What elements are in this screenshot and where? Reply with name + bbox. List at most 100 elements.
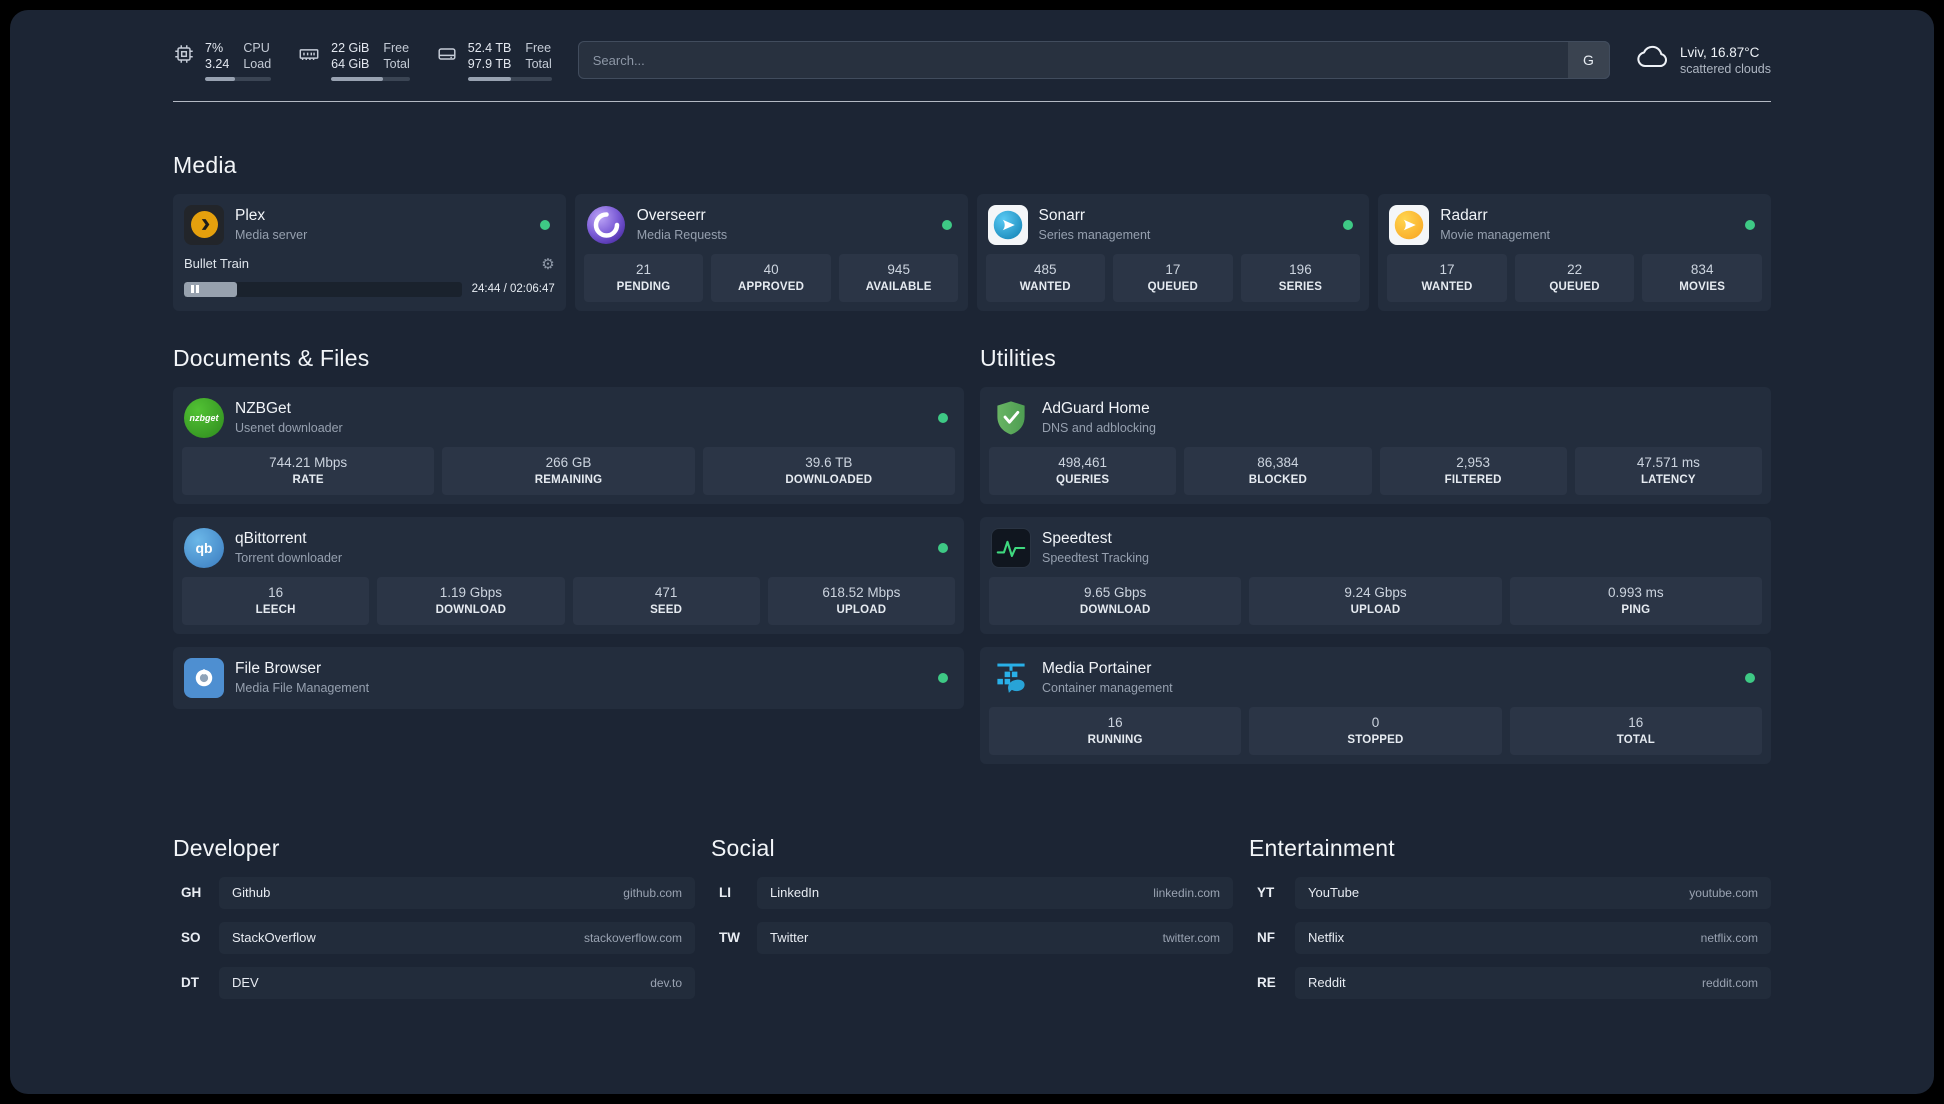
stat-value: 498,461 xyxy=(1058,454,1108,470)
playback-progress-bar[interactable] xyxy=(184,281,462,297)
bookmark-abbr: TW xyxy=(719,930,740,945)
memory-progress-bar xyxy=(331,76,410,81)
stat-label: MOVIES xyxy=(1679,280,1726,293)
stat-label: SEED xyxy=(650,603,683,616)
memory-free-value: 22 GiB xyxy=(331,41,370,55)
stat-label: FILTERED xyxy=(1444,473,1502,486)
playback-time: 24:44 / 02:06:47 xyxy=(471,283,555,295)
service-card-plex[interactable]: Plex Media server Bullet Train ⚙ xyxy=(173,193,566,311)
stat-label: LATENCY xyxy=(1640,473,1696,486)
service-description: Media server xyxy=(235,228,308,242)
service-card-overseerr[interactable]: Overseerr Media Requests 21 PENDING 40 A… xyxy=(574,193,968,311)
bookmark-dev[interactable]: DT DEV dev.to xyxy=(173,966,695,999)
service-name: Media Portainer xyxy=(1042,660,1152,677)
bookmark-pill[interactable]: Netflix netflix.com xyxy=(1295,921,1771,954)
adguard-icon xyxy=(991,398,1031,438)
stat-value: 2,953 xyxy=(1456,454,1491,470)
gear-icon[interactable]: ⚙ xyxy=(541,255,555,273)
service-description: Torrent downloader xyxy=(235,551,343,565)
stat-tile: 471 SEED xyxy=(572,576,760,625)
search-input[interactable] xyxy=(577,41,1610,80)
stat-label: STOPPED xyxy=(1347,733,1404,746)
memory-free-label: Free xyxy=(383,41,410,55)
bookmark-name: LinkedIn xyxy=(770,885,820,900)
pause-icon[interactable] xyxy=(191,285,199,293)
memory-total-value: 64 GiB xyxy=(331,57,370,72)
status-dot xyxy=(938,542,948,553)
bookmark-reddit[interactable]: RE Reddit reddit.com xyxy=(1249,966,1771,999)
stat-value: 618.52 Mbps xyxy=(822,584,901,600)
cpu-load-value: 3.24 xyxy=(205,57,230,72)
bookmark-pill[interactable]: LinkedIn linkedin.com xyxy=(757,876,1233,909)
stat-value: 266 GB xyxy=(545,454,592,470)
radarr-icon xyxy=(1389,204,1430,245)
stat-tile: 0 STOPPED xyxy=(1249,706,1502,755)
stat-label: APPROVED xyxy=(738,280,805,293)
bookmark-youtube[interactable]: YT YouTube youtube.com xyxy=(1249,876,1771,909)
weather-widget[interactable]: Lviv, 16.87°C scattered clouds xyxy=(1636,44,1771,76)
bookmark-name: Twitter xyxy=(770,930,809,945)
service-name: Overseerr xyxy=(636,207,706,224)
stat-label: LEECH xyxy=(255,603,296,616)
top-bar: 7% 3.24 CPU Load xyxy=(173,40,1771,81)
service-name: Radarr xyxy=(1440,207,1488,224)
stat-value: 16 xyxy=(268,584,284,600)
service-card-speedtest[interactable]: Speedtest Speedtest Tracking 9.65 Gbps D… xyxy=(980,516,1771,634)
section-title-entertainment: Entertainment xyxy=(1249,834,1395,861)
bookmark-pill[interactable]: DEV dev.to xyxy=(219,966,695,999)
cpu-percent: 7% xyxy=(205,41,224,55)
service-card-filebrowser[interactable]: File Browser Media File Management xyxy=(173,646,964,709)
search-provider-button[interactable]: G xyxy=(1567,41,1610,80)
bookmark-linkedin[interactable]: LI LinkedIn linkedin.com xyxy=(711,876,1233,909)
section-title-developer: Developer xyxy=(173,834,280,861)
service-card-radarr[interactable]: Radarr Movie management 17 WANTED 22 QUE… xyxy=(1378,193,1771,311)
service-card-adguard[interactable]: AdGuard Home DNS and adblocking 498,461 … xyxy=(980,386,1771,504)
status-dot xyxy=(938,412,948,423)
bookmark-pill[interactable]: StackOverflow stackoverflow.com xyxy=(219,921,695,954)
bookmark-abbr: RE xyxy=(1257,975,1276,990)
service-card-qbittorrent[interactable]: qb qBittorrent Torrent downloader 16 LEE… xyxy=(173,516,964,634)
stat-label: WANTED xyxy=(1421,280,1473,293)
bookmark-abbr: YT xyxy=(1257,885,1275,900)
service-name: Sonarr xyxy=(1038,207,1086,224)
stat-label: UPLOAD xyxy=(836,603,887,616)
section-documents: Documents & Files nzbget NZBGet Usenet d… xyxy=(173,345,964,722)
stat-value: 1.19 Gbps xyxy=(439,584,503,600)
stat-label: DOWNLOAD xyxy=(1079,603,1151,616)
stat-tile: 9.24 Gbps UPLOAD xyxy=(1249,576,1502,625)
stat-value: 196 xyxy=(1289,261,1312,277)
cloud-icon xyxy=(1636,44,1670,76)
bookmark-netflix[interactable]: NF Netflix netflix.com xyxy=(1249,921,1771,954)
bookmark-pill[interactable]: Twitter twitter.com xyxy=(757,921,1233,954)
service-description: DNS and adblocking xyxy=(1042,421,1156,435)
cpu-widget: 7% 3.24 CPU Load xyxy=(173,40,272,81)
stat-value: 485 xyxy=(1034,261,1057,277)
bookmark-pill[interactable]: Reddit reddit.com xyxy=(1295,966,1771,999)
bookmark-github[interactable]: GH Github github.com xyxy=(173,876,695,909)
service-card-nzbget[interactable]: nzbget NZBGet Usenet downloader 744.21 M… xyxy=(173,386,964,504)
status-dot xyxy=(938,672,948,683)
stat-tile: 16 RUNNING xyxy=(989,706,1242,755)
cpu-icon xyxy=(173,43,195,70)
bookmark-name: Netflix xyxy=(1308,930,1345,945)
weather-condition: scattered clouds xyxy=(1679,61,1771,76)
stat-tile: 17 QUEUED xyxy=(1113,253,1233,302)
bookmark-url: github.com xyxy=(623,885,682,900)
service-card-sonarr[interactable]: Sonarr Series management 485 WANTED 17 Q… xyxy=(976,193,1370,311)
bookmark-pill[interactable]: Github github.com xyxy=(219,876,695,909)
stat-value: 17 xyxy=(1165,261,1181,277)
stat-value: 9.24 Gbps xyxy=(1344,584,1407,600)
bookmark-group-entertainment: Entertainment YT YouTube youtube.com NF … xyxy=(1249,835,1771,1012)
bookmark-pill[interactable]: YouTube youtube.com xyxy=(1295,876,1771,909)
stat-label: QUERIES xyxy=(1056,473,1110,486)
stat-tile: 22 QUEUED xyxy=(1514,253,1635,302)
service-card-portainer[interactable]: Media Portainer Container management 16 … xyxy=(980,646,1771,764)
bookmark-name: StackOverflow xyxy=(232,930,316,945)
stat-tile: 16 TOTAL xyxy=(1509,706,1762,755)
bookmark-name: DEV xyxy=(232,975,259,990)
bookmark-twitter[interactable]: TW Twitter twitter.com xyxy=(711,921,1233,954)
now-playing: Bullet Train ⚙ 24:44 / 02:06:47 xyxy=(182,255,557,299)
bookmark-name: YouTube xyxy=(1308,885,1360,900)
bookmark-stackoverflow[interactable]: SO StackOverflow stackoverflow.com xyxy=(173,921,695,954)
search-bar: G xyxy=(577,41,1610,80)
